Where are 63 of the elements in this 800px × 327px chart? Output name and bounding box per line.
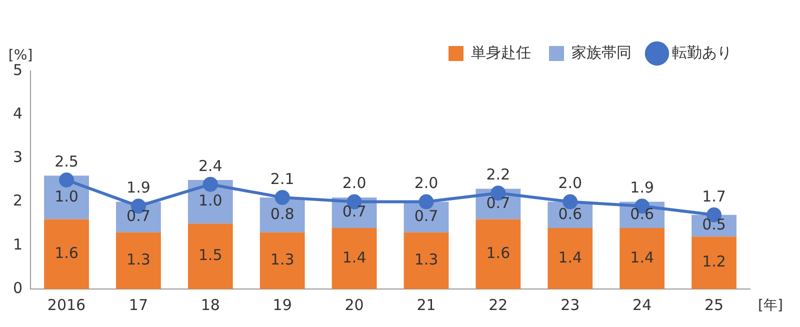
bar [692, 236, 736, 289]
legend-label: 転勤あり [672, 43, 732, 62]
data-label: 2.0 [342, 174, 366, 192]
bar [620, 228, 665, 289]
data-label: 0.6 [558, 204, 582, 223]
data-label: 2.5 [54, 152, 78, 170]
legend-label: 単身赴任 [471, 43, 531, 62]
y-tick-label: 0 [12, 278, 23, 297]
bar [116, 232, 161, 289]
x-tick-label: 24 [632, 296, 652, 314]
x-tick-label: 18 [200, 296, 220, 314]
data-label: 0.5 [702, 216, 726, 234]
data-label: 1.6 [54, 244, 78, 262]
x-axis-title: [年] [758, 298, 783, 314]
bar [548, 228, 593, 289]
x-tick-label: 17 [128, 296, 148, 314]
data-label: 1.0 [54, 187, 78, 206]
data-label: 1.4 [342, 248, 366, 266]
data-label: 1.2 [702, 252, 726, 271]
x-tick-label: 23 [560, 296, 580, 314]
point [202, 176, 218, 192]
y-tick-label: 4 [12, 104, 23, 122]
data-label: 1.5 [198, 246, 222, 264]
data-label: 0.7 [126, 206, 150, 225]
data-label: 2.0 [558, 174, 582, 192]
data-label: 2.0 [414, 174, 438, 192]
data-label: 1.9 [126, 178, 150, 197]
data-label: 1.3 [414, 250, 438, 269]
data-label: 1.3 [270, 250, 294, 269]
data-label: 0.7 [486, 194, 510, 212]
data-label: 0.6 [630, 204, 654, 223]
bar [260, 232, 305, 289]
legend-label: 家族帯同 [572, 43, 632, 62]
data-label: 1.4 [558, 248, 582, 266]
bar [476, 219, 521, 289]
x-tick-label: 21 [416, 296, 436, 314]
data-label: 2.1 [270, 170, 294, 188]
data-label: 0.7 [414, 206, 438, 225]
x-tick-label: 22 [488, 296, 508, 314]
x-tick-label: 2016 [47, 296, 86, 314]
point [59, 172, 74, 188]
data-label: 1.4 [630, 248, 654, 266]
data-label: 0.7 [342, 202, 366, 221]
data-label: 0.8 [270, 204, 294, 223]
bar [404, 232, 449, 289]
bar [188, 224, 233, 289]
bar [44, 219, 89, 289]
point [274, 190, 290, 205]
y-tick-label: 3 [12, 148, 23, 166]
data-label: 1.9 [630, 178, 654, 197]
data-label: 1.3 [126, 250, 150, 269]
x-tick-label: 19 [272, 296, 292, 314]
x-tick-label: 20 [344, 296, 364, 314]
data-label: 1.6 [486, 244, 510, 262]
data-label: 1.7 [702, 187, 726, 206]
data-label: 2.2 [486, 165, 510, 184]
data-label: 1.0 [198, 192, 222, 210]
data-label: 2.4 [198, 156, 222, 175]
y-tick-label: 2 [12, 192, 23, 210]
y-tick-label: 1 [12, 235, 23, 254]
point [418, 194, 434, 210]
bar [332, 228, 377, 289]
x-tick-label: 25 [704, 296, 724, 314]
